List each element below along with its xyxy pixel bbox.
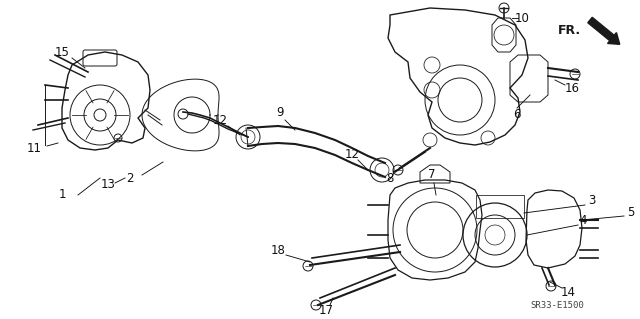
Text: 6: 6 bbox=[513, 108, 521, 122]
Text: 9: 9 bbox=[276, 106, 284, 118]
Text: 15: 15 bbox=[54, 46, 69, 58]
Text: 18: 18 bbox=[271, 243, 285, 256]
Text: SR33-E1500: SR33-E1500 bbox=[530, 301, 584, 310]
Text: 3: 3 bbox=[588, 194, 596, 206]
Text: 16: 16 bbox=[564, 81, 579, 94]
Text: 1: 1 bbox=[58, 189, 66, 202]
Text: 12: 12 bbox=[212, 114, 227, 127]
FancyArrow shape bbox=[588, 17, 620, 44]
Text: 12: 12 bbox=[344, 149, 360, 161]
Text: 5: 5 bbox=[627, 206, 635, 219]
Text: 11: 11 bbox=[26, 142, 42, 154]
Text: 13: 13 bbox=[100, 179, 115, 191]
Text: 4: 4 bbox=[579, 213, 587, 226]
Text: 17: 17 bbox=[319, 303, 333, 316]
Text: 2: 2 bbox=[126, 172, 134, 184]
Text: 7: 7 bbox=[428, 168, 436, 182]
Text: FR.: FR. bbox=[558, 25, 581, 38]
Text: 8: 8 bbox=[387, 172, 394, 184]
Text: 14: 14 bbox=[561, 286, 575, 299]
Text: 10: 10 bbox=[515, 11, 529, 25]
Circle shape bbox=[178, 109, 188, 119]
